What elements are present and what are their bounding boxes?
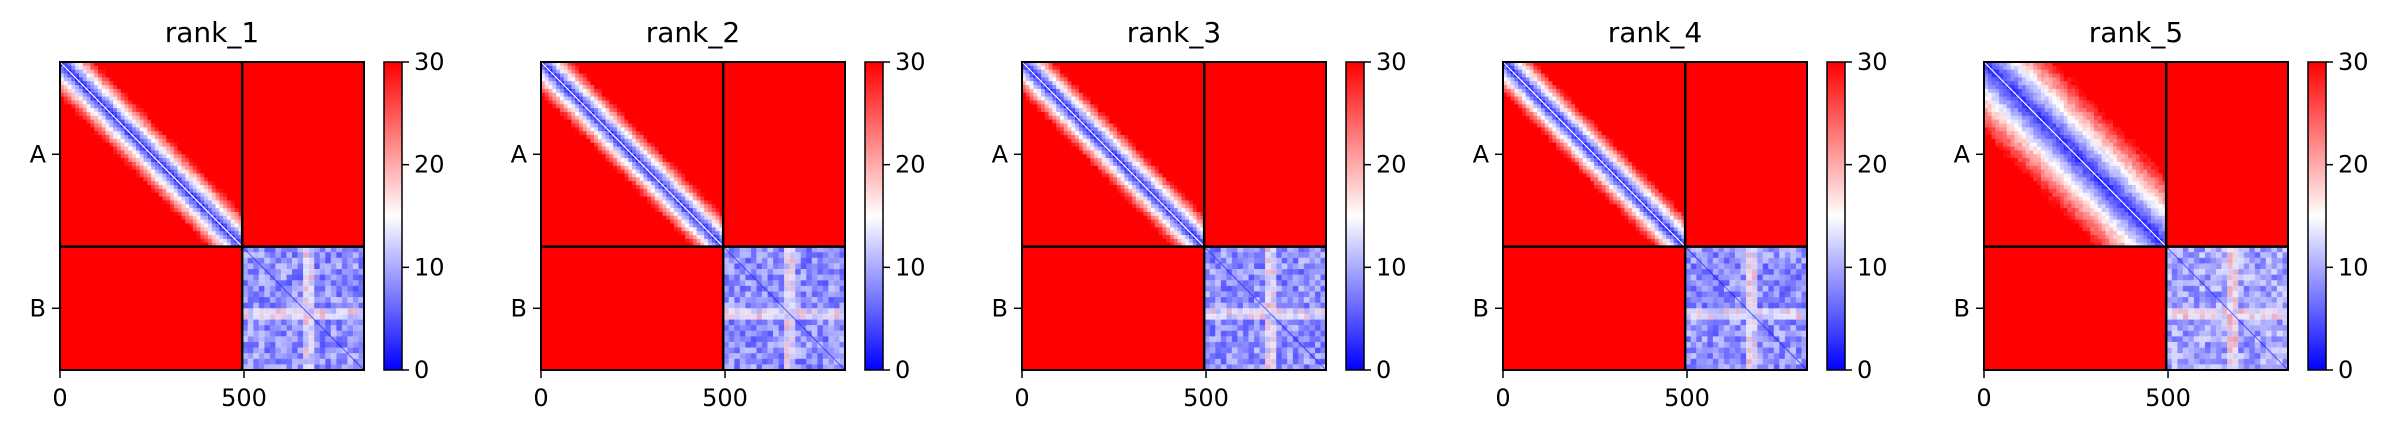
colorbar-tick-label: 10 — [2338, 253, 2369, 281]
colorbar-tick-label: 0 — [1376, 356, 1391, 384]
panel-rank_4: rank_4 0 500 A B 0 10 20 30 — [1473, 16, 1888, 412]
colorbar-tick-label: 10 — [1376, 253, 1407, 281]
diagonal-line-B — [1684, 246, 1808, 371]
block-A-B — [2166, 62, 2288, 247]
x-tick-label: 0 — [52, 384, 67, 412]
colorbar-tick-label: 30 — [895, 48, 926, 76]
block-A-A-band — [60, 62, 243, 248]
colorbar-tick-label: 10 — [1857, 253, 1888, 281]
block-B-A — [541, 246, 724, 370]
panel-title: rank_3 — [1127, 16, 1221, 49]
diagonal-line-B — [1203, 246, 1327, 371]
y-tick-label: B — [1954, 294, 1970, 322]
colorbar — [864, 61, 884, 371]
colorbar-tick-label: 20 — [2338, 151, 2369, 179]
y-tick-label: A — [511, 140, 528, 168]
block-B-A — [60, 246, 243, 370]
y-tick-label: B — [30, 294, 46, 322]
plot-frame — [1983, 61, 2289, 371]
diagonal-line-B — [722, 246, 846, 371]
block-B-B-texture — [1204, 246, 1327, 371]
block-A-B — [1685, 62, 1807, 247]
diagonal-line — [540, 61, 724, 247]
x-tick-label: 500 — [221, 384, 267, 412]
colorbar-tick-label: 0 — [2338, 356, 2353, 384]
colorbar-tick-label: 20 — [1376, 151, 1407, 179]
block-A-B — [723, 62, 845, 247]
block-B-A — [1503, 246, 1686, 370]
panel-title: rank_5 — [2089, 16, 2183, 49]
panel-rank_3: rank_3 0 500 A B 0 10 20 30 — [992, 16, 1407, 412]
panel-rank_1: rank_1 0 500 A B 0 10 20 30 — [30, 16, 445, 412]
panel-rank_5: rank_5 0 500 A B 0 10 20 30 — [1954, 16, 2369, 412]
colorbar-tick-label: 0 — [414, 356, 429, 384]
colorbar-tick-label: 30 — [2338, 48, 2369, 76]
block-B-B-texture — [1685, 246, 1808, 371]
x-tick-label: 0 — [1976, 384, 1991, 412]
y-tick-label: B — [511, 294, 527, 322]
y-tick-label: A — [1954, 140, 1971, 168]
block-B-A — [1984, 246, 2167, 370]
block-B-B-texture — [723, 246, 846, 371]
colorbar-tick-label: 30 — [1857, 48, 1888, 76]
diagonal-line — [1983, 61, 2167, 247]
x-tick-label: 0 — [1495, 384, 1510, 412]
plot-frame — [1502, 61, 1808, 371]
x-tick-label: 0 — [1014, 384, 1029, 412]
y-tick-label: A — [30, 140, 47, 168]
y-tick-label: B — [992, 294, 1008, 322]
plot-frame — [59, 61, 365, 371]
colorbar-tick-label: 10 — [414, 253, 445, 281]
colorbar-tick-label: 0 — [895, 356, 910, 384]
plot-frame — [1021, 61, 1327, 371]
diagonal-line-B — [241, 246, 365, 371]
panel-rank_2: rank_2 0 500 A B 0 10 20 30 — [511, 16, 926, 412]
block-A-A-band — [541, 62, 724, 248]
colorbar-tick-label: 20 — [895, 151, 926, 179]
x-tick-label: 500 — [702, 384, 748, 412]
colorbar-tick-label: 20 — [414, 151, 445, 179]
x-tick-label: 500 — [1183, 384, 1229, 412]
colorbar — [1826, 61, 1846, 371]
colorbar-tick-label: 30 — [1376, 48, 1407, 76]
block-A-B — [242, 62, 364, 247]
panel-title: rank_4 — [1608, 16, 1702, 49]
colorbar-tick-label: 0 — [1857, 356, 1872, 384]
y-tick-label: A — [1473, 140, 1490, 168]
block-B-A — [1022, 246, 1205, 370]
colorbar — [383, 61, 403, 371]
colorbar — [2307, 61, 2327, 371]
diagonal-line — [1021, 61, 1205, 247]
diagonal-line — [1502, 61, 1686, 247]
colorbar — [1345, 61, 1365, 371]
panel-title: rank_2 — [646, 16, 740, 49]
y-tick-label: B — [1473, 294, 1489, 322]
colorbar-tick-label: 30 — [414, 48, 445, 76]
colorbar-tick-label: 10 — [895, 253, 926, 281]
diagonal-line — [59, 61, 243, 247]
panel-title: rank_1 — [165, 16, 259, 49]
y-tick-label: A — [992, 140, 1009, 168]
x-tick-label: 500 — [1664, 384, 1710, 412]
x-tick-label: 500 — [2145, 384, 2191, 412]
diagonal-line-B — [2165, 246, 2289, 371]
block-A-B — [1204, 62, 1326, 247]
x-tick-label: 0 — [533, 384, 548, 412]
colorbar-tick-label: 20 — [1857, 151, 1888, 179]
plot-frame — [540, 61, 846, 371]
